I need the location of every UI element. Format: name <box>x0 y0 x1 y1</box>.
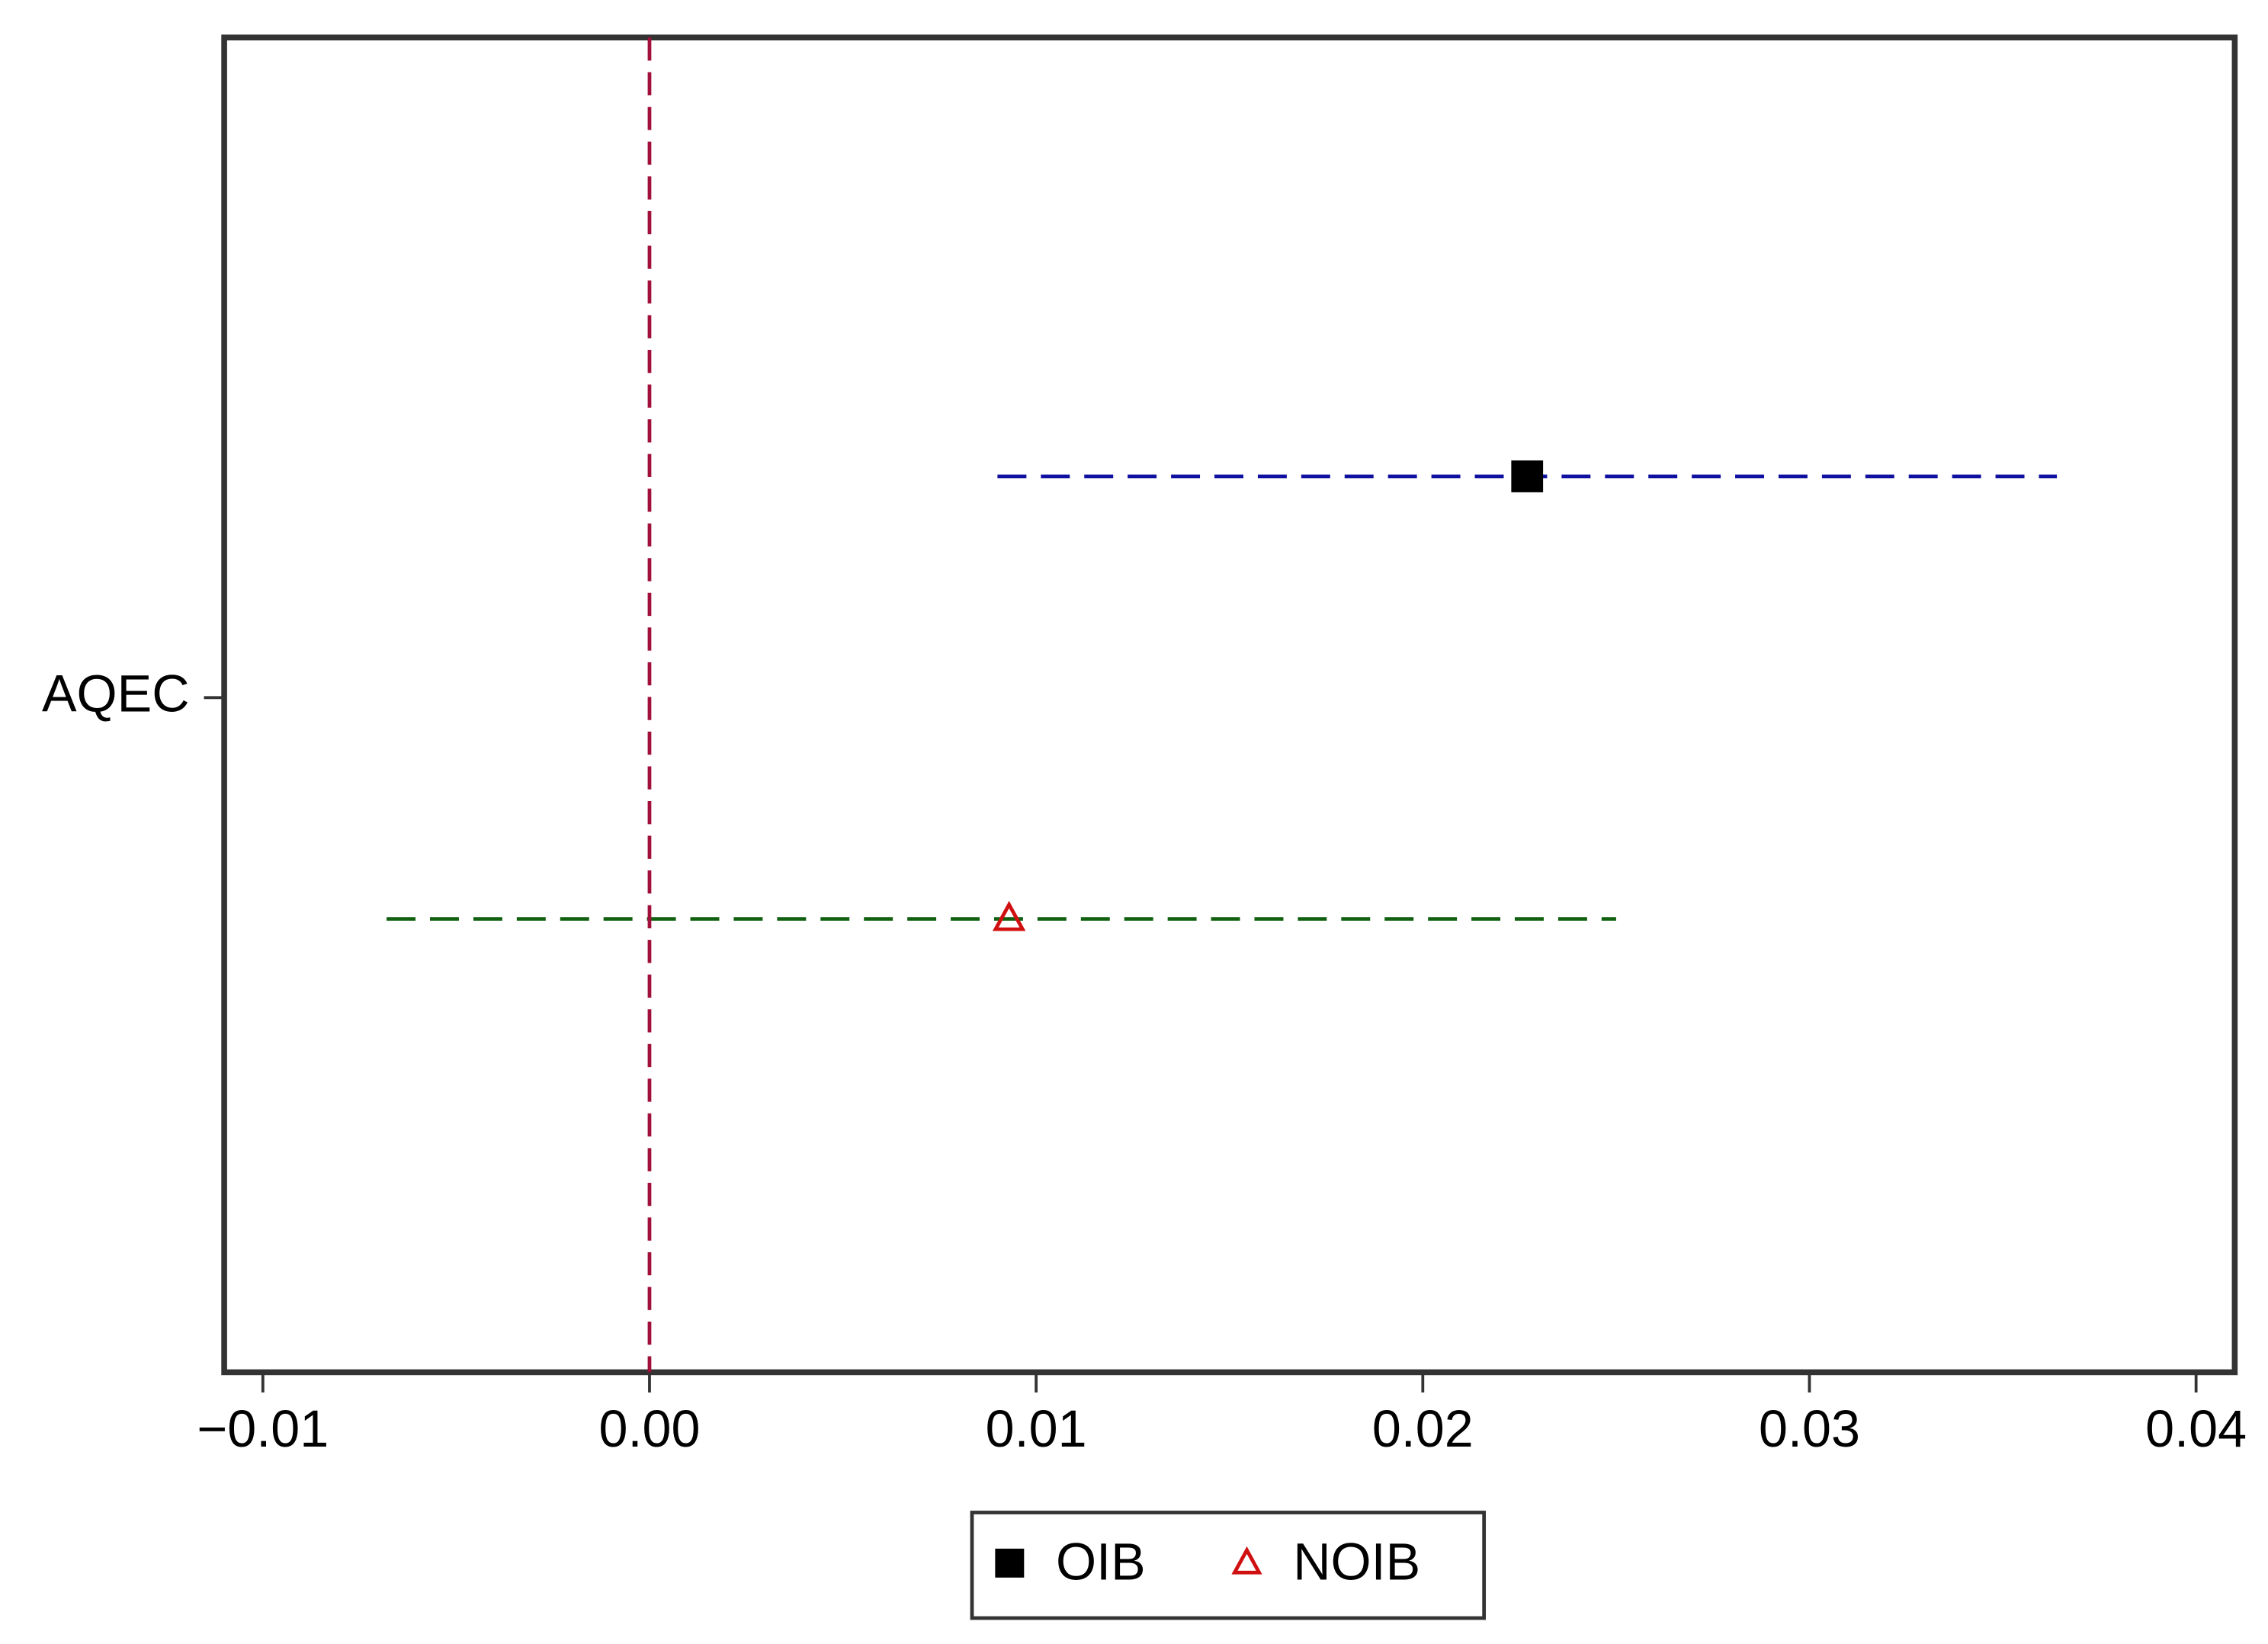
point <box>1511 460 1544 492</box>
point <box>992 900 1026 931</box>
plot-frame <box>221 34 2238 1376</box>
legend-label: OIB <box>1056 1533 1146 1591</box>
x-tick-label: −0.01 <box>197 1400 329 1458</box>
x-tick-label: 0.00 <box>599 1400 701 1458</box>
legend <box>970 1511 1487 1620</box>
legend-marker <box>1231 1546 1262 1575</box>
x-tick-label: 0.04 <box>2145 1400 2247 1458</box>
x-tick-label: 0.01 <box>986 1400 1087 1458</box>
legend-marker <box>995 1548 1025 1578</box>
x-tick-label: 0.03 <box>1759 1400 1860 1458</box>
legend-label: NOIB <box>1293 1533 1420 1591</box>
x-tick-label: 0.02 <box>1372 1400 1474 1458</box>
y-tick-label: AQEC <box>42 665 190 723</box>
